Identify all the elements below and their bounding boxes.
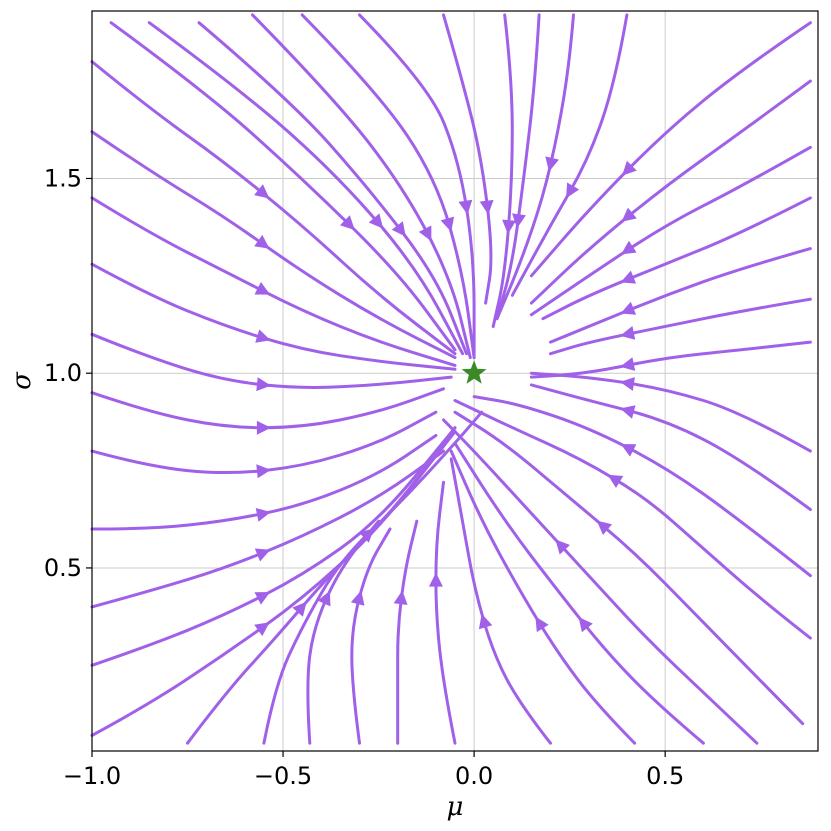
streamline-11 <box>529 21 812 278</box>
stream-arrow-8 <box>512 213 526 229</box>
streamline-42 <box>90 130 457 360</box>
streamline-30 <box>306 519 381 745</box>
stream-arrow-41 <box>254 282 271 295</box>
stream-arrow-30 <box>317 590 331 607</box>
stream-arrow-2 <box>391 221 406 237</box>
stream-arrow-40 <box>255 329 271 343</box>
stream-arrow-9 <box>545 156 559 172</box>
streamline-8 <box>495 13 541 321</box>
stream-arrow-34 <box>254 592 271 605</box>
y-tick-label-1: 1.0 <box>44 359 82 387</box>
stream-arrow-3 <box>418 225 432 242</box>
streamline-3 <box>251 13 472 360</box>
streamline-22 <box>453 410 805 726</box>
stream-arrow-10 <box>566 182 580 199</box>
streamline-14 <box>541 196 812 321</box>
y-tick-label-0: 0.5 <box>44 554 82 582</box>
streamline-20 <box>472 395 812 578</box>
stream-arrow-39 <box>256 377 271 392</box>
stream-arrow-7 <box>502 219 516 235</box>
stream-arrow-36 <box>255 508 271 522</box>
stream-arrow-42 <box>254 234 270 249</box>
stream-arrow-24 <box>578 617 593 633</box>
streamline-21 <box>453 399 812 640</box>
stream-arrow-14 <box>620 270 637 284</box>
streamline-39 <box>90 332 453 389</box>
stream-arrow-22 <box>596 520 612 535</box>
streamline-5 <box>358 13 476 360</box>
streamline-33 <box>90 430 457 737</box>
streamline-26 <box>449 457 552 745</box>
stream-arrow-38 <box>256 420 271 435</box>
streamline-6 <box>442 13 493 305</box>
stream-arrow-6 <box>479 199 494 215</box>
streamline-7 <box>491 13 514 328</box>
plot-frame <box>91 10 819 752</box>
streamline-0 <box>109 21 457 352</box>
fixed-point-star-icon <box>461 360 487 384</box>
streamline-1 <box>147 21 465 356</box>
stream-arrow-28 <box>393 590 408 605</box>
streamline-17 <box>529 340 812 379</box>
y-tick-label-2: 1.5 <box>44 164 82 192</box>
y-axis-label: σ <box>7 371 37 390</box>
streamline-23 <box>442 418 759 745</box>
stream-arrow-31 <box>359 528 375 543</box>
x-tick-label-0: −1.0 <box>63 762 121 790</box>
stream-arrow-20 <box>620 444 637 457</box>
x-tick-label-2: 0.0 <box>455 762 493 790</box>
streamline-19 <box>529 383 812 511</box>
streamline-27 <box>434 480 457 745</box>
streamline-24 <box>453 441 705 745</box>
stream-arrow-19 <box>620 405 636 419</box>
streamline-37 <box>90 410 438 475</box>
x-axis-ticks: −1.0 −0.5 0.0 0.5 <box>63 751 684 790</box>
stream-arrow-23 <box>555 539 570 555</box>
streamline-15 <box>549 247 812 344</box>
streamline-13 <box>529 145 812 317</box>
stream-arrow-4 <box>440 216 455 232</box>
stream-arrow-1 <box>368 213 384 229</box>
streamline-16 <box>549 297 812 356</box>
stream-arrow-5 <box>458 199 473 215</box>
streamline-43 <box>90 60 457 356</box>
stream-arrow-25 <box>535 616 549 633</box>
stream-arrow-43 <box>254 184 270 199</box>
streamline-2 <box>197 21 468 356</box>
stream-arrow-29 <box>350 590 365 606</box>
stream-arrow-27 <box>428 572 443 587</box>
streamline-12 <box>529 79 812 305</box>
streamline-29 <box>350 527 392 745</box>
x-tick-label-1: −0.5 <box>254 762 312 790</box>
y-axis-ticks: 0.5 1.0 1.5 <box>44 164 92 582</box>
stream-arrow-35 <box>254 548 271 562</box>
streamline-28 <box>396 519 419 745</box>
stream-arrowheads <box>254 156 637 637</box>
stream-arrow-17 <box>620 357 636 371</box>
stream-arrow-37 <box>256 464 271 479</box>
streamline-18 <box>529 371 812 453</box>
stream-arrow-33 <box>254 622 270 637</box>
streamlines <box>90 13 812 745</box>
streamline-10 <box>510 13 629 297</box>
stream-arrow-16 <box>620 326 636 340</box>
stream-arrow-15 <box>620 301 637 315</box>
x-tick-label-3: 0.5 <box>646 762 684 790</box>
stream-arrow-26 <box>478 613 493 630</box>
x-axis-label: μ <box>447 792 464 822</box>
stream-arrow-32 <box>292 601 307 617</box>
streamline-4 <box>300 13 476 360</box>
stream-arrow-0 <box>340 215 355 231</box>
streamline-38 <box>90 387 445 430</box>
grid-lines <box>91 11 818 751</box>
stream-arrow-21 <box>607 474 624 488</box>
stream-arrow-11 <box>622 160 637 176</box>
stream-arrow-18 <box>620 377 635 391</box>
stream-arrow-13 <box>621 240 637 255</box>
stream-arrow-12 <box>621 207 637 222</box>
